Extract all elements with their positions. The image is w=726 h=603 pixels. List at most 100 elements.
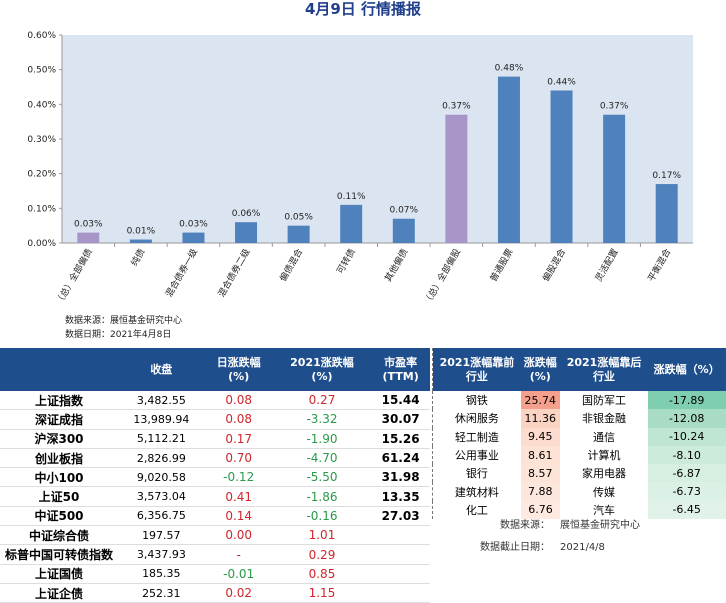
note: 数据日期：2021年4月8日	[65, 328, 171, 340]
cell: 31.98	[371, 467, 430, 488]
value-label: 0.01%	[127, 227, 156, 237]
cell: 0.85	[272, 564, 372, 584]
row: 上证指数 3,482.55 0.08 0.27 15.44	[0, 391, 430, 411]
cell: 5,112.21	[118, 429, 205, 449]
header-cell: 2021涨幅靠后 行业	[560, 348, 648, 391]
cell: -6.87	[647, 464, 726, 483]
cell: 中证综合债	[0, 525, 118, 546]
cell: 3,482.55	[118, 391, 205, 411]
y-tick-label: 0.10%	[27, 204, 56, 214]
cell: 252.31	[118, 583, 205, 603]
bar	[497, 76, 520, 243]
bar	[392, 218, 415, 243]
cell: 建筑材料	[454, 485, 499, 499]
cell: 非银金融	[582, 412, 627, 426]
row: 创业板指 2,826.99 0.70 -4.70 61.24	[0, 448, 430, 469]
cell: 25.74	[520, 391, 561, 410]
cell: 9.45	[520, 427, 561, 446]
cell: 0.41	[204, 486, 273, 507]
cell: -0.01	[204, 564, 273, 584]
cell	[371, 583, 430, 603]
cell: 27.03	[371, 506, 430, 527]
cell: 传媒	[593, 485, 616, 499]
row: 上证国债 185.35 -0.01 0.85	[0, 564, 430, 584]
cell: 钢铁	[465, 394, 488, 408]
cell: 3,437.93	[118, 544, 205, 565]
cell: 沪深300	[0, 429, 118, 449]
cell: -6.45	[647, 500, 726, 520]
cell: 0.70	[204, 448, 273, 469]
row: 上证50 3,573.04 0.41 -1.86 13.35	[0, 486, 430, 507]
y-tick-label: 0.40%	[27, 100, 56, 110]
row: 中证500 6,356.75 0.14 -0.16 27.03	[0, 506, 430, 527]
cell: 上证指数	[0, 391, 118, 411]
cell: 创业板指	[0, 448, 118, 469]
row: 沪深300 5,112.21 0.17 -1.90 15.26	[0, 429, 430, 449]
bar	[655, 184, 678, 243]
bar	[287, 225, 310, 243]
cell: -5.50	[272, 467, 372, 488]
bar	[550, 90, 573, 243]
cell: 0.02	[204, 583, 273, 603]
cell: 通信	[593, 430, 616, 444]
header-cell: 市盈率 (TTM)	[371, 348, 430, 391]
cell: 2,826.99	[118, 448, 205, 469]
x-tick-label: 平衡混合	[645, 247, 673, 284]
x-tick-label: 混合债券二级	[215, 247, 252, 300]
row: 休闲服务 11.36 非银金融 -12.08	[433, 409, 726, 428]
cell: 国防军工	[582, 394, 627, 408]
header-cell: 涨跌幅（%）	[647, 348, 726, 391]
bar	[77, 232, 100, 243]
cell: -12.08	[647, 409, 726, 428]
row: 上证企债 252.31 0.02 1.15	[0, 583, 430, 603]
cell: -1.90	[272, 429, 372, 449]
header-cell: 日涨跌幅 (%)	[204, 348, 273, 391]
notes: 数据来源： 展恒基金研究中心 数据截止日期： 2021/4/8	[440, 515, 650, 559]
value-label: 0.03%	[179, 220, 208, 230]
row: 轻工制造 9.45 通信 -10.24	[433, 427, 726, 446]
row: 建筑材料 7.88 传媒 -6.73	[433, 482, 726, 501]
cell: 185.35	[118, 564, 205, 584]
cell	[371, 525, 430, 546]
cell: 3,573.04	[118, 486, 205, 507]
cell: 9,020.58	[118, 467, 205, 488]
cell: 家用电器	[582, 467, 627, 481]
note: 数据来源： 展恒基金研究中心	[440, 515, 650, 537]
note-text: 数据来源：	[500, 520, 550, 531]
bar	[129, 239, 152, 243]
cell: -1.86	[272, 486, 372, 507]
x-tick-label: 可转债	[334, 247, 358, 276]
row: 深证成指 13,989.94 0.08 -3.32 30.07	[0, 409, 430, 430]
value-label: 0.48%	[495, 64, 524, 74]
value-label: 0.37%	[600, 102, 629, 112]
row: 中证综合债 197.57 0.00 1.01	[0, 525, 430, 546]
cell: 15.44	[371, 391, 430, 411]
cell: 汽车	[593, 503, 616, 517]
header-cell: 2021涨幅靠前 行业	[432, 348, 521, 391]
x-tick-label: 偏债混合	[277, 247, 305, 284]
y-tick-label: 0.50%	[27, 66, 56, 76]
cell: 0.14	[204, 506, 273, 527]
y-tick-label: 0.30%	[27, 135, 56, 145]
cell: -8.10	[647, 445, 726, 465]
x-tick-label: （总）全部偏股	[421, 247, 463, 308]
header-cell: 收盘	[118, 348, 205, 391]
cell: 0.27	[272, 391, 372, 411]
chart: 4月9日 行情播报 数据来源：展恒基金研究中心 数据日期：2021年4月8日 0…	[27, 0, 693, 340]
cell: 公用事业	[454, 449, 499, 463]
x-tick-label: 混合债券一级	[163, 247, 200, 300]
x-tick-label: 纯债	[128, 247, 147, 269]
row: 标普中国可转债指数 3,437.93-0.29	[0, 544, 430, 565]
x-tick-label: 普通股票	[487, 247, 515, 284]
cell: -6.73	[647, 482, 726, 501]
cell: -10.24	[647, 427, 726, 446]
industry-table: 2021涨幅靠前 行业 涨跌幅 (%) 2021涨幅靠后 行业 涨跌幅（%） 钢铁 25.…	[432, 348, 726, 520]
cell: 计算机	[587, 449, 621, 463]
cell: 1.15	[272, 583, 372, 603]
cell: -	[204, 544, 273, 565]
row: 中小100 9,020.58 -0.12 -5.50 31.98	[0, 467, 430, 488]
cell: 中证500	[0, 506, 118, 527]
note-text: 2021/4/8	[560, 542, 605, 553]
cell: 8.57	[520, 464, 561, 483]
